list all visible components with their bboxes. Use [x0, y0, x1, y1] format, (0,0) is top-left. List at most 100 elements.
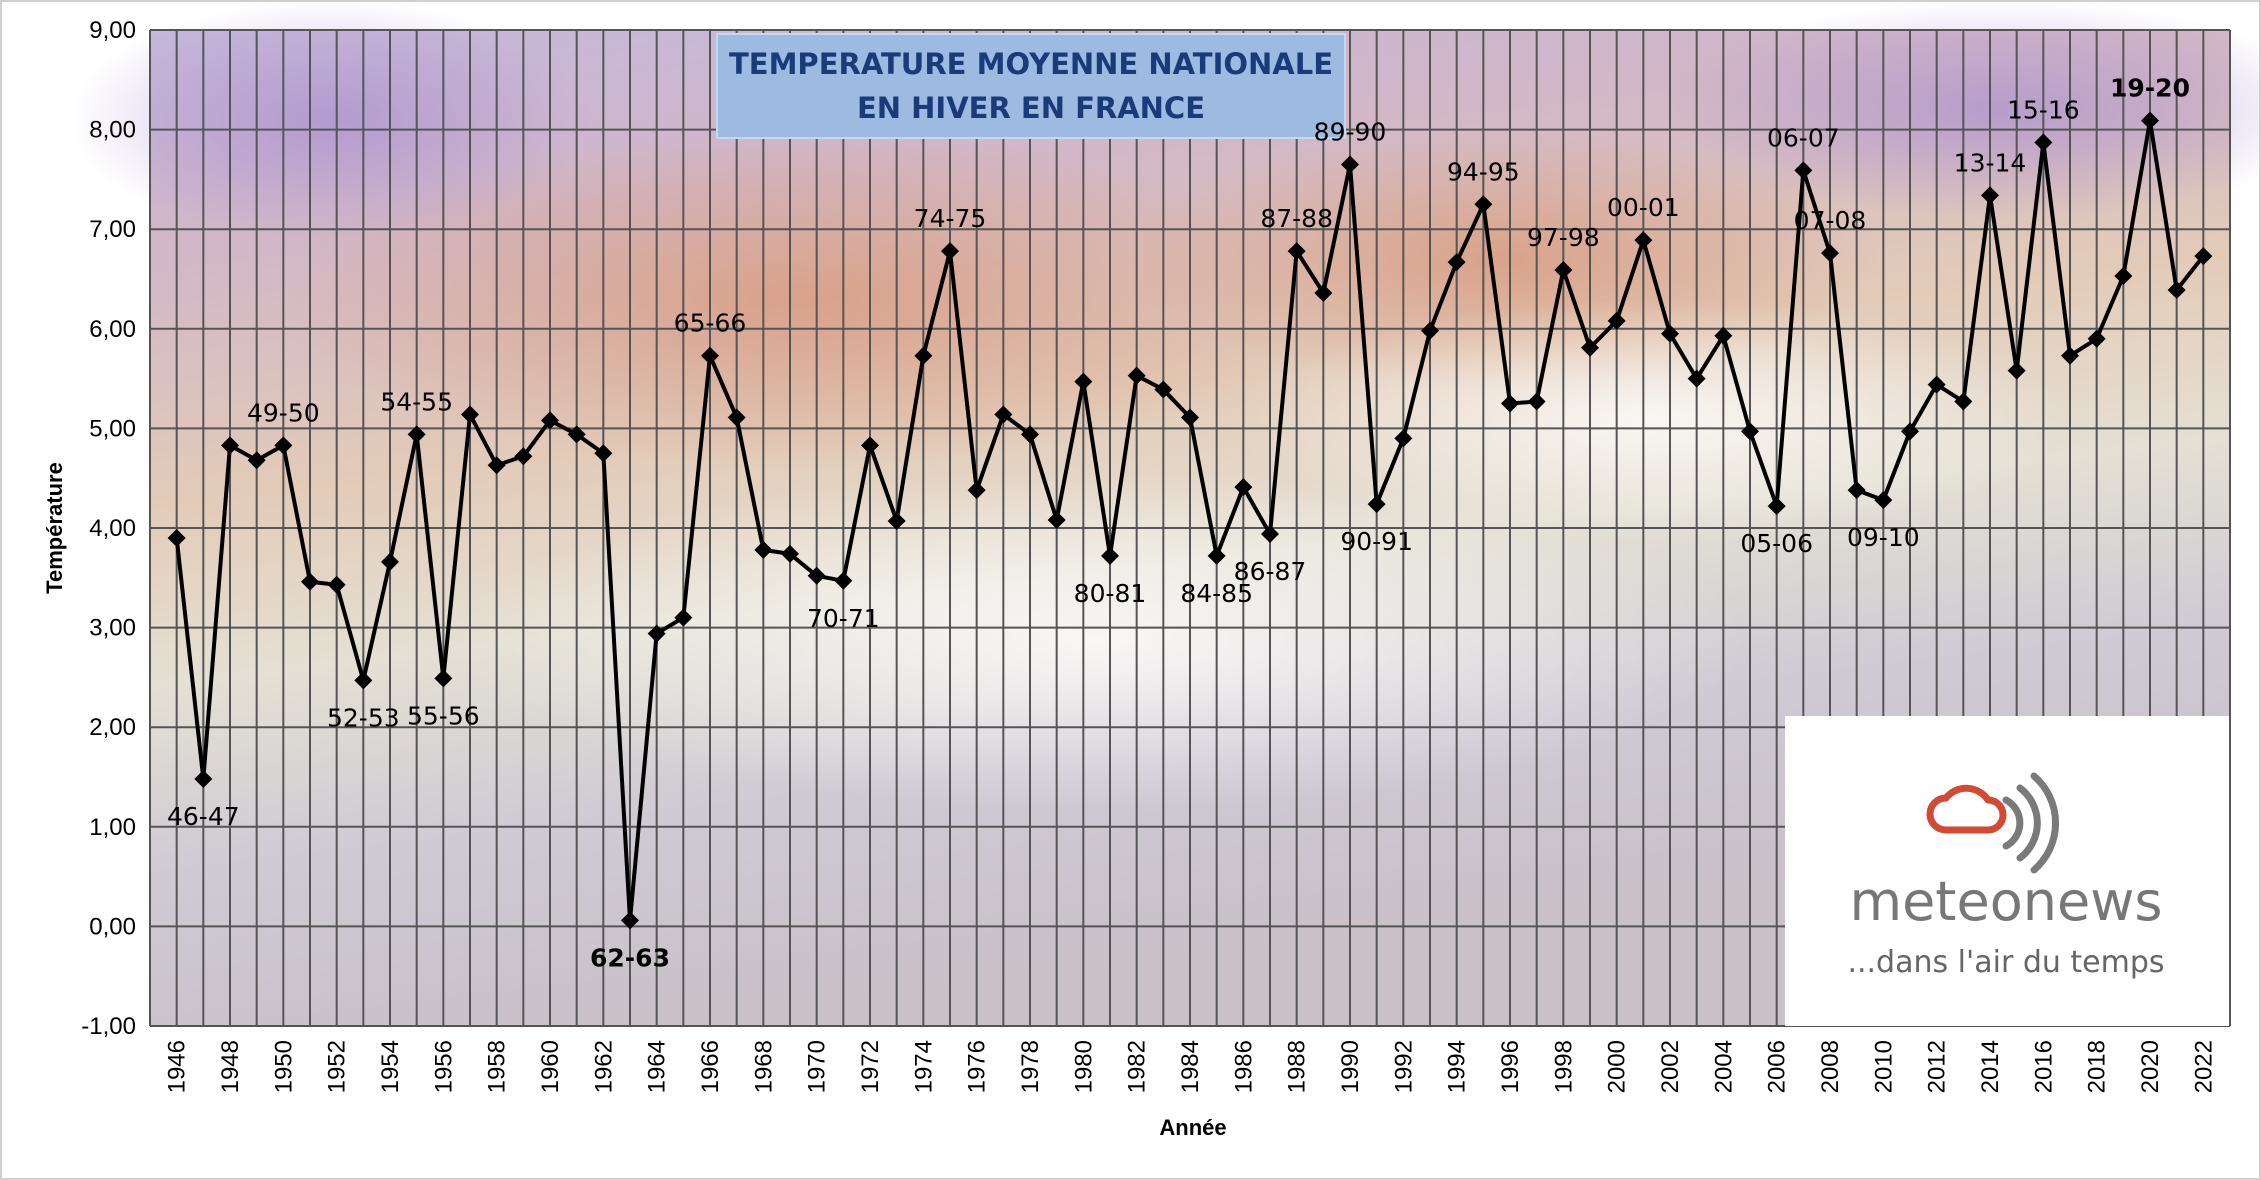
- data-point-marker: [941, 242, 959, 261]
- data-point-marker: [781, 544, 799, 563]
- y-tick-label: 9,00: [89, 17, 136, 44]
- y-tick-label: 3,00: [89, 615, 136, 642]
- data-point-marker: [1954, 392, 1973, 411]
- background-cloud-warm: [280, 130, 1320, 470]
- data-point-marker: [487, 456, 506, 475]
- data-point-marker: [2034, 133, 2053, 152]
- annotation-label: 55-56: [407, 701, 480, 730]
- annotation-label: 54-55: [380, 387, 453, 416]
- y-tick-label: 4,00: [89, 515, 136, 542]
- x-tick-label: 1998: [1550, 1040, 1577, 1093]
- signal-wave-icon: [2016, 784, 2041, 862]
- y-tick-label: 7,00: [89, 216, 136, 243]
- data-point-marker: [1901, 422, 1919, 441]
- data-point-marker: [1287, 242, 1306, 261]
- x-tick-label: 2008: [1817, 1040, 1844, 1093]
- x-tick-label: 1974: [910, 1040, 937, 1093]
- data-point-marker: [1794, 161, 1813, 180]
- data-point-marker: [1474, 195, 1493, 214]
- data-point-marker: [1527, 392, 1546, 411]
- y-axis-ticks: -1,00 0,00 1,00 2,00 3,00 4,00 5,00 6,00 7,00 8,0…: [81, 17, 136, 1040]
- x-tick-label: 2002: [1657, 1040, 1684, 1093]
- data-point-marker: [647, 624, 666, 643]
- data-point-marker: [1074, 372, 1093, 391]
- data-point-marker: [247, 451, 266, 470]
- data-point-marker: [194, 769, 213, 788]
- annotation-label: 94-95: [1447, 157, 1520, 186]
- data-point-marker: [1261, 524, 1279, 543]
- annotation-label: 05-06: [1740, 529, 1813, 558]
- data-point-marker: [1874, 491, 1893, 510]
- annotation-label: 49-50: [247, 398, 320, 427]
- x-tick-label: 1990: [1337, 1040, 1364, 1093]
- x-tick-label: 2014: [1977, 1040, 2004, 1093]
- annotation-label: 87-88: [1260, 204, 1333, 233]
- chart-title-line-1: TEMPERATURE MOYENNE NATIONALE: [729, 47, 1333, 81]
- x-tick-label: 1984: [1177, 1040, 1204, 1093]
- data-point-marker: [1314, 283, 1333, 302]
- data-point-marker: [1234, 478, 1253, 497]
- data-point-marker: [407, 425, 426, 444]
- data-point-marker: [1154, 380, 1173, 399]
- x-tick-label: 1954: [377, 1040, 404, 1093]
- x-tick-label: 2010: [1870, 1040, 1897, 1093]
- x-tick-label: 1980: [1070, 1040, 1097, 1093]
- annotations: 46-47 49-50 52-53 54-55 55-56 62-63 65-66 70-71…: [167, 74, 2190, 973]
- title-box: [716, 33, 1346, 139]
- y-tick-label: 1,00: [89, 814, 136, 841]
- data-point-marker: [1447, 253, 1466, 272]
- y-tick-label: 8,00: [89, 117, 136, 144]
- data-point-marker: [1981, 186, 1999, 205]
- x-tick-label: 1992: [1390, 1040, 1417, 1093]
- data-point-marker: [301, 572, 319, 591]
- data-point-marker: [1634, 231, 1653, 250]
- data-point-marker: [701, 346, 719, 365]
- logo-tagline: ...dans l'air du temps: [1847, 945, 2164, 980]
- background-cloud-purple: [70, 0, 590, 240]
- data-point-marker: [887, 512, 906, 531]
- logo-background: [1785, 716, 2229, 1026]
- data-point-marker: [1741, 422, 1759, 441]
- data-point-marker: [1714, 326, 1733, 345]
- data-point-marker: [834, 571, 853, 590]
- annotation-label: 00-01: [1607, 193, 1680, 222]
- data-point-marker: [2141, 111, 2159, 130]
- x-tick-label: 1976: [964, 1040, 991, 1093]
- data-point-marker: [2007, 361, 2026, 380]
- data-point-marker: [674, 608, 693, 627]
- data-point-marker: [461, 405, 479, 424]
- annotation-label: 70-71: [807, 604, 880, 633]
- x-tick-label: 1970: [804, 1040, 831, 1093]
- x-tick-label: 1994: [1444, 1040, 1471, 1093]
- x-tick-label: 1946: [164, 1040, 191, 1093]
- data-point-marker: [1501, 394, 1519, 413]
- logo-box: meteonews ...dans l'air du temps: [1785, 716, 2229, 1026]
- data-point-marker: [861, 436, 879, 455]
- data-point-marker: [381, 552, 399, 571]
- background-cloud-white: [450, 470, 1750, 810]
- x-tick-label: 1964: [644, 1040, 671, 1093]
- data-point-marker: [434, 669, 453, 688]
- cloud-icon: [1926, 784, 2007, 834]
- data-point-marker: [327, 575, 346, 594]
- x-tick-label: 2022: [2190, 1040, 2217, 1093]
- x-tick-label: 2012: [1924, 1040, 1951, 1093]
- data-point-marker: [167, 528, 186, 547]
- background-cloud-purple: [1660, 0, 2261, 220]
- x-tick-label: 1982: [1124, 1040, 1151, 1093]
- x-tick-label: 1966: [697, 1040, 724, 1093]
- x-tick-label: 1948: [217, 1040, 244, 1093]
- x-tick-label: 1960: [537, 1040, 564, 1093]
- annotation-label: 80-81: [1074, 579, 1147, 608]
- data-point-marker: [1394, 429, 1413, 448]
- x-tick-label: 1952: [324, 1040, 351, 1093]
- data-point-marker: [754, 540, 773, 559]
- x-tick-label: 1958: [484, 1040, 511, 1093]
- x-tick-label: 1950: [270, 1040, 297, 1093]
- data-point-marker: [1341, 155, 1359, 174]
- data-point-marker: [1207, 546, 1226, 565]
- data-point-marker: [1101, 546, 1119, 565]
- cloud-signal-icon: [1926, 772, 2059, 874]
- annotation-label: 15-16: [2007, 96, 2080, 125]
